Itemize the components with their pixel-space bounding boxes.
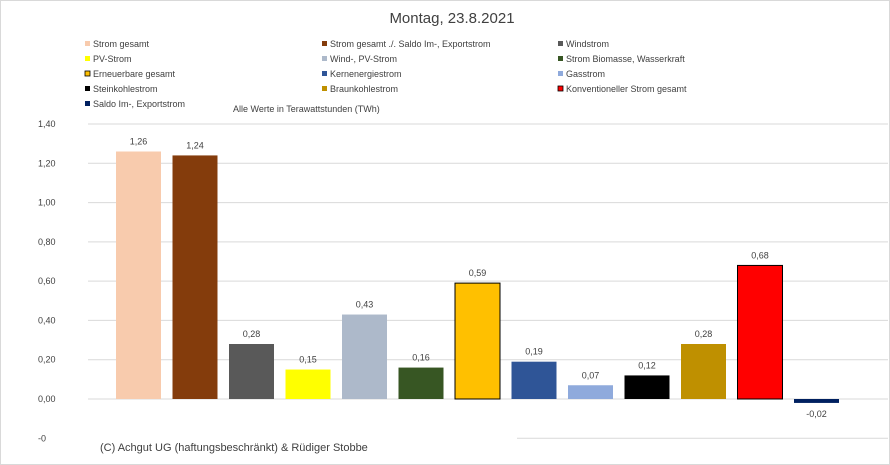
legend-label: Gasstrom — [566, 69, 605, 79]
data-label: 0,28 — [695, 329, 713, 339]
y-tick-label: -0 — [38, 433, 46, 443]
data-label: 1,26 — [130, 137, 148, 147]
bar — [398, 367, 444, 399]
y-tick-label: 1,20 — [38, 158, 56, 168]
data-label: 0,12 — [638, 360, 656, 370]
legend-swatch — [85, 41, 90, 46]
footer-background — [85, 436, 517, 462]
y-tick-label: 0,00 — [38, 394, 56, 404]
legend-swatch — [322, 56, 327, 61]
legend-label: Windstrom — [566, 39, 609, 49]
data-label: 0,07 — [582, 370, 600, 380]
legend-label: Steinkohlestrom — [93, 84, 158, 94]
data-label: 0,16 — [412, 353, 430, 363]
bar — [229, 344, 274, 399]
data-label: 0,59 — [469, 268, 487, 278]
footer-credit: (C) Achgut UG (haftungsbeschränkt) & Rüd… — [100, 442, 368, 454]
bar — [116, 151, 161, 399]
y-tick-label: 1,40 — [38, 119, 56, 129]
data-label: 0,19 — [525, 347, 543, 357]
bar — [681, 344, 726, 399]
legend-label: Braunkohlestrom — [330, 84, 398, 94]
y-tick-label: 0,60 — [38, 276, 56, 286]
legend-swatch — [558, 71, 563, 76]
data-label: 0,68 — [751, 250, 769, 260]
legend-label: Saldo Im-, Exportstrom — [93, 99, 185, 109]
unit-note: Alle Werte in Terawattstunden (TWh) — [233, 104, 380, 114]
legend: Strom gesamt Strom gesamt ./. Saldo Im-, … — [84, 39, 687, 109]
legend-swatch — [85, 101, 90, 106]
legend-swatch — [558, 56, 563, 61]
legend-swatch — [84, 70, 91, 77]
legend-swatch — [322, 71, 327, 76]
legend-label: Strom gesamt ./. Saldo Im-, Exportstrom — [330, 39, 491, 49]
bar — [454, 282, 501, 400]
bar — [624, 375, 670, 399]
y-tick-label: 0,40 — [38, 315, 56, 325]
bar — [511, 361, 557, 399]
y-tick-label: 0,20 — [38, 355, 56, 365]
legend-label: PV-Strom — [93, 54, 132, 64]
data-label: 0,28 — [243, 329, 261, 339]
legend-swatch — [85, 56, 90, 61]
legend-swatch — [558, 41, 563, 46]
legend-swatch — [322, 86, 327, 91]
y-tick-label: 0,80 — [38, 237, 56, 247]
legend-swatch — [322, 41, 327, 46]
bar — [172, 155, 218, 399]
data-label: 0,43 — [356, 300, 374, 310]
bar — [737, 264, 783, 400]
legend-label: Erneuerbare gesamt — [93, 69, 176, 79]
bar — [285, 369, 331, 399]
legend-label: Strom gesamt — [93, 39, 150, 49]
bar — [794, 399, 839, 403]
legend-swatch — [557, 85, 564, 92]
legend-label: Kernenergiestrom — [330, 69, 402, 79]
chart-title: Montag, 23.8.2021 — [389, 10, 514, 27]
y-tick-label: 1,00 — [38, 198, 56, 208]
data-label: 0,15 — [299, 355, 317, 365]
data-labels: 1,26 1,24 0,28 0,15 0,43 0,16 0,59 0,19 0,07 0,12… — [130, 137, 827, 419]
legend-label: Wind-, PV-Strom — [330, 54, 397, 64]
data-label: -0,02 — [806, 409, 827, 419]
y-axis: 1,40 1,20 1,00 0,80 0,60 0,40 0,20 0,00 -0 — [38, 119, 56, 443]
bars — [116, 151, 839, 403]
legend-label: Strom Biomasse, Wasserkraft — [566, 54, 685, 64]
bar — [568, 385, 613, 399]
legend-label: Konventioneller Strom gesamt — [566, 84, 687, 94]
data-label: 1,24 — [186, 140, 204, 150]
bar — [342, 314, 387, 399]
legend-swatch — [85, 86, 90, 91]
